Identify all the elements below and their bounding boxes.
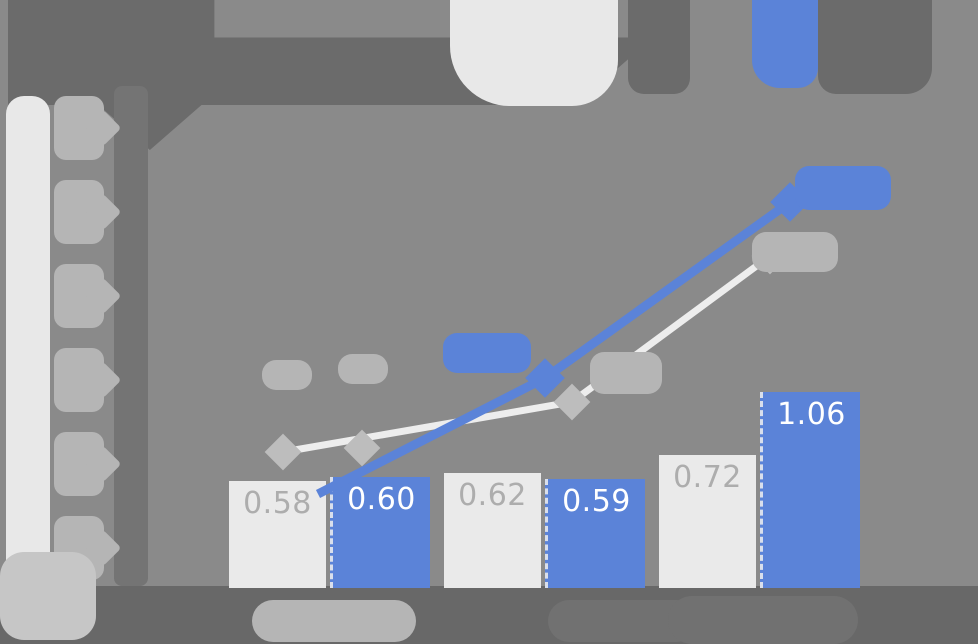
legend-label-1-redacted — [628, 0, 690, 94]
diamond-marker-light — [343, 429, 381, 467]
line-blue — [315, 198, 793, 499]
bar-label: 1.06 — [777, 397, 846, 432]
legend-swatch-blue-icon — [752, 0, 818, 88]
bar-label: 0.58 — [243, 486, 312, 521]
y-axis-title-redacted — [6, 96, 50, 584]
line-light-datalabel-redacted — [338, 354, 388, 384]
y-tick-label-redacted — [54, 432, 104, 496]
line-blue-datalabel-redacted — [443, 333, 531, 373]
bar-label: 0.72 — [673, 460, 742, 495]
bar-blue-group3: 1.06 — [760, 392, 860, 588]
y-tick-label-redacted — [54, 264, 104, 328]
line-blue-datalabel-redacted — [795, 166, 891, 210]
legend-label-2-redacted — [818, 0, 932, 94]
axis-origin-label-redacted — [0, 552, 96, 640]
diamond-marker-light — [553, 383, 591, 421]
bar-label: 0.59 — [562, 484, 631, 519]
bar-light-group2: 0.62 — [444, 473, 541, 588]
bar-light-group1: 0.58 — [229, 481, 326, 588]
legend-swatch-light-icon — [450, 0, 618, 106]
bar-light-group3: 0.72 — [659, 455, 756, 588]
line-light-datalabel-redacted — [262, 360, 312, 390]
bar-label: 0.60 — [347, 482, 416, 517]
line-light-datalabel-redacted — [590, 352, 662, 394]
x-category-3-redacted — [668, 596, 858, 644]
line-light-datalabel-redacted — [752, 232, 838, 272]
diamond-marker-blue — [525, 358, 565, 398]
y-tick-label-redacted — [54, 180, 104, 244]
bar-blue-group2: 0.59 — [545, 479, 645, 588]
y-tick-label-redacted — [54, 348, 104, 412]
bar-label: 0.62 — [458, 478, 527, 513]
bar-blue-group1: 0.60 — [330, 477, 430, 588]
y-axis-line-shadow — [114, 86, 148, 586]
x-category-1-redacted — [252, 600, 416, 642]
diamond-marker-light — [264, 433, 302, 471]
y-tick-label-redacted — [54, 96, 104, 160]
